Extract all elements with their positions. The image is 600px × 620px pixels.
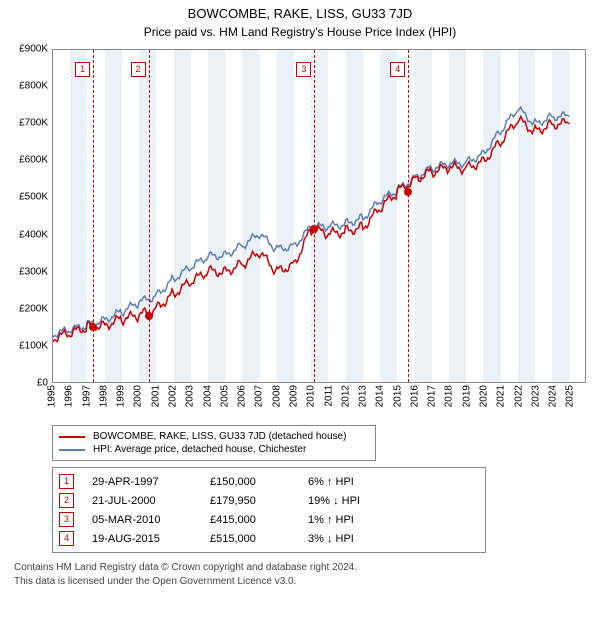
sale-marker-box: 1	[75, 62, 90, 77]
sale-row-price: £150,000	[210, 476, 290, 488]
sale-row-date: 21-JUL-2000	[92, 495, 192, 507]
x-tick-label: 2023	[530, 385, 541, 407]
sale-row-pct: 6% ↑ HPI	[308, 476, 398, 488]
legend-row-property: BOWCOMBE, RAKE, LISS, GU33 7JD (detached…	[59, 430, 369, 443]
x-tick-label: 1996	[64, 385, 75, 407]
sales-table: 1 29-APR-1997 £150,000 6% ↑ HPI 2 21-JUL-2000…	[52, 467, 486, 553]
title-main: BOWCOMBE, RAKE, LISS, GU33 7JD	[0, 6, 600, 21]
sale-row-date: 29-APR-1997	[92, 476, 192, 488]
x-tick-label: 1998	[98, 385, 109, 407]
x-tick-label: 2016	[409, 385, 420, 407]
x-tick-label: 2020	[479, 385, 490, 407]
y-tick-label: £100K	[19, 340, 48, 351]
sale-row: 1 29-APR-1997 £150,000 6% ↑ HPI	[59, 472, 479, 491]
y-tick-label: £500K	[19, 192, 48, 203]
footer-line2: This data is licensed under the Open Gov…	[14, 575, 588, 589]
x-tick-label: 2007	[254, 385, 265, 407]
x-tick-label: 2013	[358, 385, 369, 407]
x-tick-label: 2003	[185, 385, 196, 407]
footer-line1: Contains HM Land Registry data © Crown c…	[14, 561, 588, 575]
sale-marker-box: 2	[131, 62, 146, 77]
legend-swatch-hpi	[59, 449, 85, 451]
y-tick-label: £900K	[19, 44, 48, 55]
sale-marker-line	[408, 50, 409, 382]
legend-label-property: BOWCOMBE, RAKE, LISS, GU33 7JD (detached…	[93, 431, 346, 442]
sale-marker-box: 4	[390, 62, 405, 77]
sale-row: 4 19-AUG-2015 £515,000 3% ↓ HPI	[59, 529, 479, 548]
sale-row-date: 19-AUG-2015	[92, 533, 192, 545]
chart-svg	[53, 50, 585, 382]
legend-row-hpi: HPI: Average price, detached house, Chic…	[59, 443, 369, 456]
sale-row-price: £415,000	[210, 514, 290, 526]
sale-row: 2 21-JUL-2000 £179,950 19% ↓ HPI	[59, 491, 479, 510]
sale-dot	[145, 312, 153, 320]
chart-titles: BOWCOMBE, RAKE, LISS, GU33 7JD Price pai…	[0, 0, 600, 39]
sale-row-price: £179,950	[210, 495, 290, 507]
x-tick-label: 2010	[306, 385, 317, 407]
sale-row-marker: 3	[59, 512, 74, 527]
x-tick-label: 2012	[340, 385, 351, 407]
x-tick-label: 2009	[288, 385, 299, 407]
sale-marker-line	[149, 50, 150, 382]
x-tick-label: 1999	[116, 385, 127, 407]
plot-area: 1 2 3 4	[52, 49, 586, 383]
x-tick-label: 2005	[219, 385, 230, 407]
x-tick-label: 2001	[150, 385, 161, 407]
x-tick-label: 2024	[548, 385, 559, 407]
x-tick-label: 2017	[427, 385, 438, 407]
x-tick-label: 2022	[513, 385, 524, 407]
chart: £0£100K£200K£300K£400K£500K£600K£700K£80…	[12, 49, 588, 419]
x-axis: 1995199619971998199920002001200220032004…	[52, 383, 586, 419]
y-axis: £0£100K£200K£300K£400K£500K£600K£700K£80…	[12, 49, 50, 383]
sale-dot	[89, 323, 97, 331]
x-tick-label: 2019	[461, 385, 472, 407]
y-tick-label: £600K	[19, 155, 48, 166]
x-tick-label: 2021	[496, 385, 507, 407]
sale-row: 3 05-MAR-2010 £415,000 1% ↑ HPI	[59, 510, 479, 529]
x-tick-label: 2011	[323, 385, 334, 407]
x-tick-label: 2018	[444, 385, 455, 407]
legend-swatch-property	[59, 436, 85, 438]
x-tick-label: 2015	[392, 385, 403, 407]
sale-row-marker: 1	[59, 474, 74, 489]
sale-row-price: £515,000	[210, 533, 290, 545]
y-tick-label: £400K	[19, 229, 48, 240]
footer: Contains HM Land Registry data © Crown c…	[14, 561, 588, 588]
sale-dot	[404, 188, 412, 196]
sale-row-marker: 4	[59, 531, 74, 546]
y-tick-label: £700K	[19, 118, 48, 129]
legend: BOWCOMBE, RAKE, LISS, GU33 7JD (detached…	[52, 425, 376, 461]
x-tick-label: 2006	[237, 385, 248, 407]
y-tick-label: £200K	[19, 303, 48, 314]
sale-marker-box: 3	[296, 62, 311, 77]
x-tick-label: 2014	[375, 385, 386, 407]
sale-row-date: 05-MAR-2010	[92, 514, 192, 526]
sale-row-marker: 2	[59, 493, 74, 508]
y-tick-label: £300K	[19, 266, 48, 277]
x-tick-label: 2002	[167, 385, 178, 407]
title-sub: Price paid vs. HM Land Registry's House …	[0, 21, 600, 39]
sale-row-pct: 3% ↓ HPI	[308, 533, 398, 545]
sale-row-pct: 1% ↑ HPI	[308, 514, 398, 526]
legend-label-hpi: HPI: Average price, detached house, Chic…	[93, 444, 306, 455]
y-tick-label: £800K	[19, 81, 48, 92]
sale-row-pct: 19% ↓ HPI	[308, 495, 398, 507]
x-tick-label: 1997	[81, 385, 92, 407]
x-tick-label: 2000	[133, 385, 144, 407]
x-tick-label: 1995	[47, 385, 58, 407]
x-tick-label: 2008	[271, 385, 282, 407]
sale-marker-line	[314, 50, 315, 382]
x-tick-label: 2004	[202, 385, 213, 407]
sale-marker-line	[93, 50, 94, 382]
x-tick-label: 2025	[565, 385, 576, 407]
sale-dot	[310, 225, 318, 233]
